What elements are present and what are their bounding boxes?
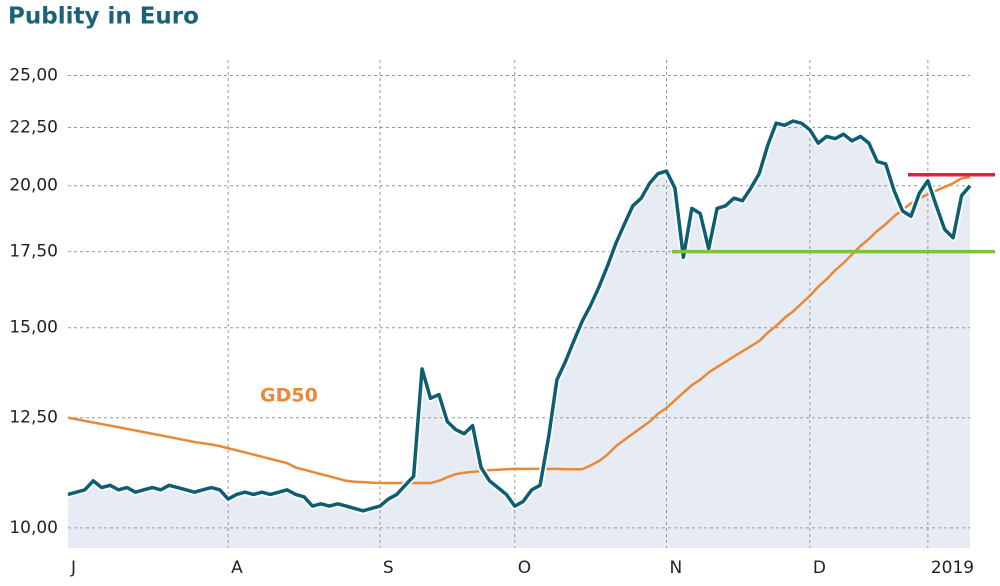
x-tick-label: S <box>383 558 394 578</box>
y-tick-label: 15,00 <box>9 318 58 338</box>
chart-title: Publity in Euro <box>8 4 199 30</box>
series-line <box>67 119 972 513</box>
annotation: GD50 <box>260 385 318 407</box>
x-tick-label: J <box>70 558 76 578</box>
x-tick-label: O <box>518 558 531 578</box>
x-tick-label: A <box>231 558 243 578</box>
price-area <box>68 121 970 548</box>
x-tick-label: D <box>813 558 826 578</box>
series-line <box>67 175 971 485</box>
y-tick-label: 12,50 <box>9 408 58 428</box>
x-tick-label: 2019 <box>931 558 974 578</box>
y-tick-label: 17,50 <box>9 242 58 262</box>
y-tick-label: 10,00 <box>9 518 58 538</box>
y-tick-label: 22,50 <box>9 118 58 138</box>
y-tick-label: 20,00 <box>9 176 58 196</box>
x-tick-label: N <box>670 558 683 578</box>
y-tick-label: 25,00 <box>9 66 58 86</box>
